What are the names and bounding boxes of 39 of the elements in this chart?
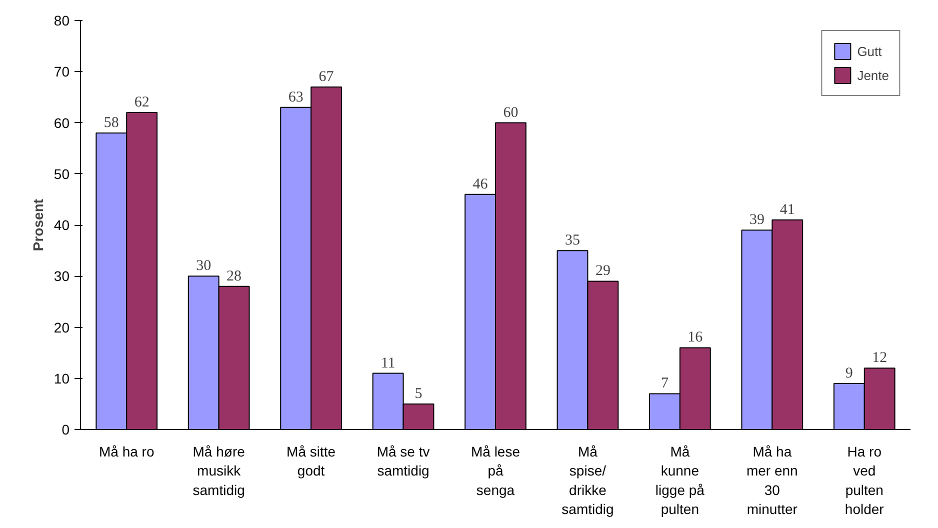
x-tick-label: Må kunne ligge på pulten <box>655 444 705 518</box>
data-label: 12 <box>872 350 888 366</box>
legend-label: Gutt <box>857 44 882 58</box>
x-tick-label: Ha ro ved pulten holder <box>844 444 884 518</box>
data-label: 62 <box>134 94 150 111</box>
data-label: 28 <box>226 268 242 284</box>
data-label: 35 <box>565 232 580 249</box>
data-label: 16 <box>688 330 704 346</box>
data-label: 41 <box>780 202 795 218</box>
data-label: 67 <box>318 68 334 85</box>
y-tick-label: 70 <box>54 64 70 80</box>
y-tick-label: 40 <box>54 217 70 233</box>
x-tick-label: Må sitte godt <box>286 444 336 479</box>
data-label: 39 <box>749 212 764 228</box>
y-tick-label: 10 <box>54 370 70 386</box>
y-tick-label: 80 <box>54 12 70 28</box>
y-tick-label: 50 <box>54 166 70 182</box>
data-label: 5 <box>414 386 422 402</box>
x-tick-label: Må høre musikk samtidig <box>192 444 246 498</box>
y-tick-label: 30 <box>54 268 70 284</box>
data-label: 60 <box>503 104 518 121</box>
x-tick-label: Må lese på senga <box>470 444 520 498</box>
x-tick-label: Må ha ro <box>98 444 154 460</box>
data-label: 46 <box>472 176 488 192</box>
data-label: 29 <box>595 263 610 280</box>
data-label: 58 <box>104 114 119 131</box>
y-tick-label: 0 <box>62 422 70 438</box>
data-label: 30 <box>196 258 212 274</box>
data-label: 63 <box>288 89 304 106</box>
y-axis-title: Prosent <box>30 198 46 252</box>
x-tick-label: Må se tv samtidig <box>376 444 430 479</box>
data-label: 9 <box>845 365 853 382</box>
legend-label: Jente <box>857 68 889 82</box>
data-label: 7 <box>660 376 669 392</box>
data-label: 11 <box>380 355 396 372</box>
y-tick-label: 60 <box>54 114 70 131</box>
x-tick-label: Må ha mer enn 30 minutter <box>746 444 798 518</box>
x-tick-label: Må spise/ drikke samtidig <box>562 444 614 518</box>
y-tick-label: 20 <box>54 319 70 336</box>
